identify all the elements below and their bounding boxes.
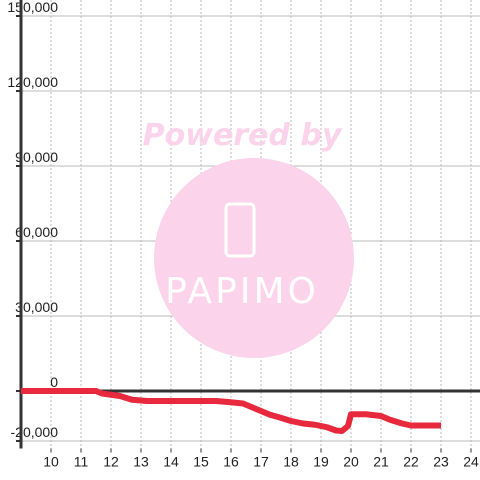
y-tick-label: -20,000: [11, 424, 59, 440]
x-tick-label: 14: [163, 454, 179, 470]
x-tick-label: 22: [403, 454, 419, 470]
x-tick-label: 12: [103, 454, 119, 470]
y-tick-label: 150,000: [7, 0, 58, 15]
watermark-circle: [154, 158, 354, 358]
data-line: [21, 388, 441, 434]
x-tick-label: 21: [373, 454, 389, 470]
watermark-logo: PAPIMO: [165, 271, 319, 312]
y-tick-label: 0: [50, 374, 58, 390]
x-tick-label: 10: [43, 454, 59, 470]
x-tick-label: 19: [313, 454, 329, 470]
y-tick-label: 120,000: [7, 74, 58, 90]
x-tick-label: 18: [283, 454, 299, 470]
watermark-text: Powered by: [143, 118, 343, 153]
y-tick-label: 90,000: [15, 149, 58, 165]
y-tick-label: 30,000: [15, 299, 58, 315]
x-tick-label: 23: [433, 454, 449, 470]
x-tick-label: 16: [223, 454, 239, 470]
y-tick-label: 60,000: [15, 224, 58, 240]
x-tick-label: 11: [74, 454, 89, 470]
x-tick-label: 13: [133, 454, 149, 470]
x-tick-label: 17: [253, 454, 269, 470]
x-tick-label: 15: [193, 454, 209, 470]
x-tick-label: 24: [463, 454, 479, 470]
x-tick-label: 20: [343, 454, 359, 470]
watermark-icon: [224, 202, 256, 258]
